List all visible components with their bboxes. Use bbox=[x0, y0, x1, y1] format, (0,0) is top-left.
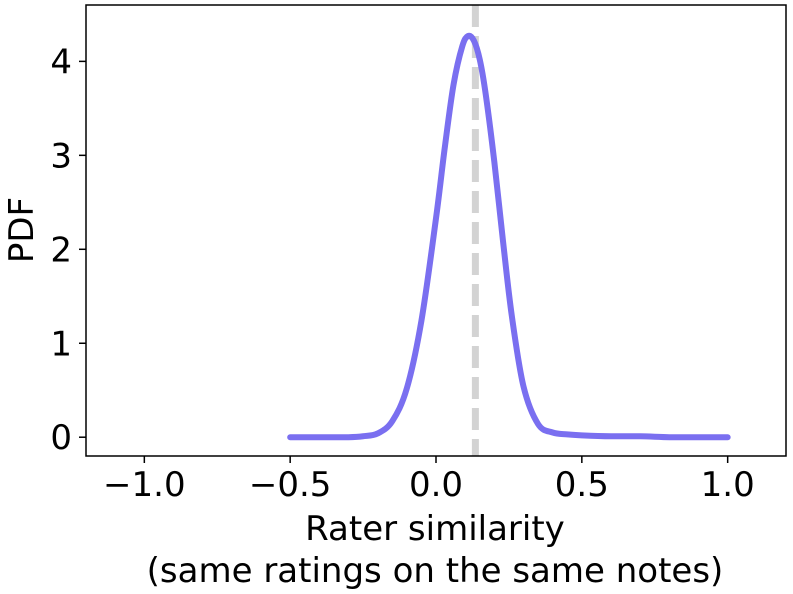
y-tick-label: 3 bbox=[50, 136, 72, 176]
x-tick-label: −1.0 bbox=[103, 465, 186, 505]
axes-frame bbox=[85, 4, 787, 457]
x-axis-label: Rater similarity bbox=[305, 509, 565, 549]
x-axis-label-line-2: (same ratings on the same notes) bbox=[147, 551, 724, 591]
x-axis-ticks: −1.0 −0.5 0.0 0.5 1.0 bbox=[103, 456, 755, 505]
y-tick-label: 2 bbox=[50, 230, 72, 270]
series-line-0 bbox=[287, 32, 731, 441]
y-tick-label: 4 bbox=[50, 42, 72, 82]
y-tick-label: 1 bbox=[50, 324, 72, 364]
y-axis-label: PDF bbox=[2, 197, 42, 263]
x-tick-label: −0.5 bbox=[249, 465, 332, 505]
x-tick-label: 0.0 bbox=[409, 465, 463, 505]
y-tick-label: 0 bbox=[50, 418, 72, 458]
x-tick-label: 1.0 bbox=[701, 465, 755, 505]
y-axis-ticks: 0 1 2 3 4 bbox=[50, 42, 86, 458]
series-layer bbox=[287, 32, 731, 441]
x-tick-label: 0.5 bbox=[555, 465, 609, 505]
